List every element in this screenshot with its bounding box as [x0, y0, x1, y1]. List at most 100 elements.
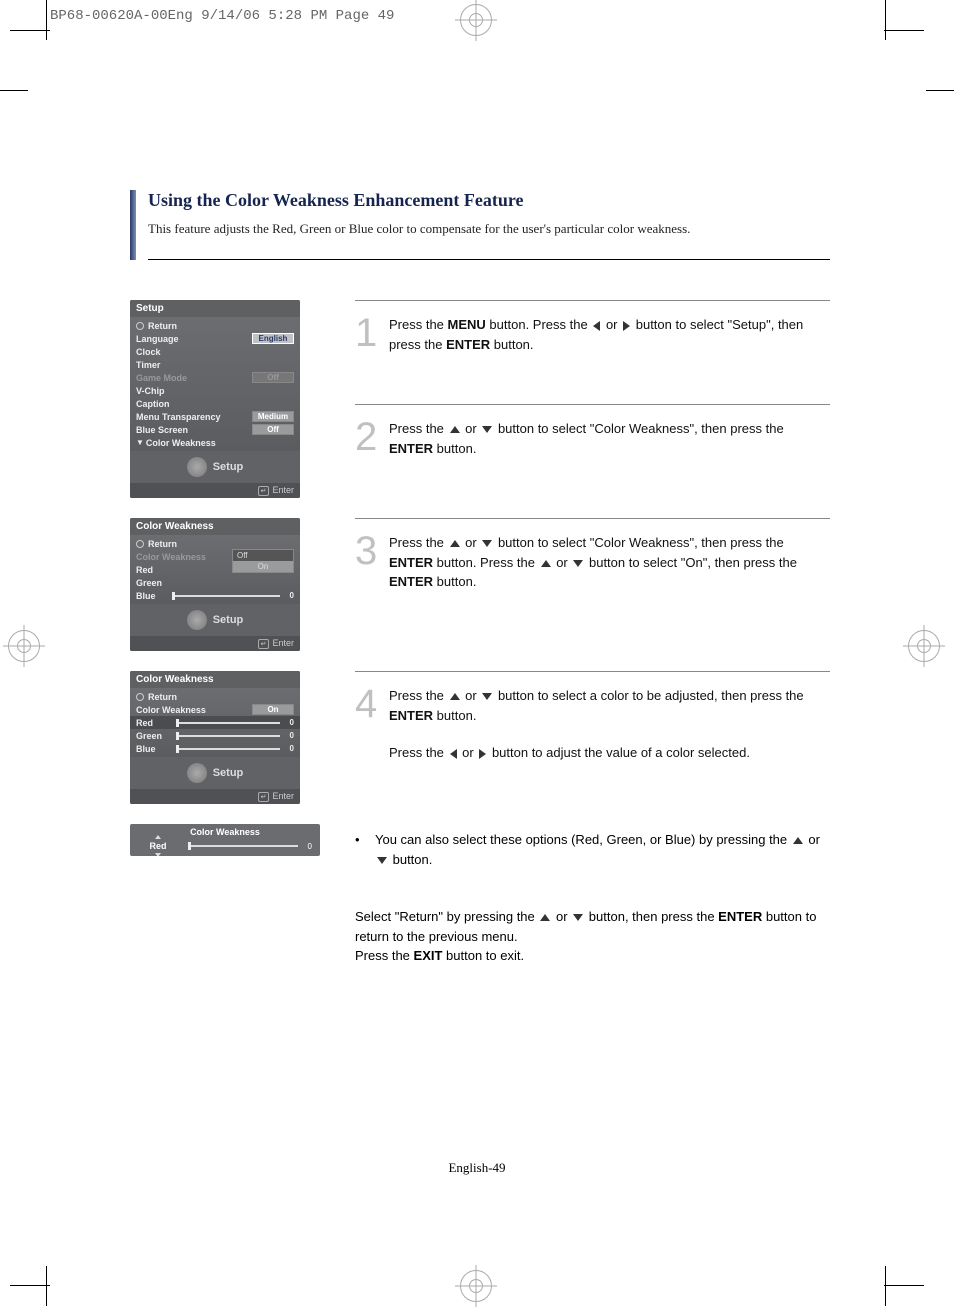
heading-title: Using the Color Weakness Enhancement Fea… — [148, 190, 830, 211]
osd-title: Setup — [130, 300, 300, 317]
down-arrow-icon — [482, 693, 492, 700]
osd-item: Color Weakness — [136, 705, 252, 715]
slider-value: 0 — [302, 842, 312, 851]
step-number: 4 — [355, 686, 389, 763]
slider-value: 0 — [284, 718, 294, 727]
osd-item: Green — [136, 578, 294, 588]
enter-icon: ↵ — [258, 792, 270, 802]
accent-bar — [130, 190, 136, 260]
osd-item: V-Chip — [136, 386, 294, 396]
osd-color-weakness-on-menu: Color Weakness Return Color WeaknessOn R… — [130, 671, 300, 804]
osd-item: Caption — [136, 399, 294, 409]
osd-item: Language — [136, 334, 252, 344]
page-number: English-49 — [0, 1160, 954, 1176]
osd-chip: English — [252, 333, 294, 344]
slider — [176, 722, 280, 724]
down-arrow-icon — [377, 857, 387, 864]
registration-mark — [460, 4, 492, 36]
step-text: Press the or button to select "Color Wea… — [389, 533, 830, 592]
up-arrow-icon — [450, 693, 460, 700]
down-arrow-icon — [482, 426, 492, 433]
down-arrow-icon — [573, 560, 583, 567]
heading-subtitle: This feature adjusts the Red, Green or B… — [148, 221, 830, 237]
up-arrow-icon — [540, 914, 550, 921]
crop-mark — [885, 0, 886, 40]
step-4: Color Weakness Return Color WeaknessOn R… — [130, 671, 830, 804]
slider-value: 0 — [284, 731, 294, 740]
up-arrow-icon — [793, 837, 803, 844]
osd-return: Return — [148, 692, 294, 702]
left-arrow-icon — [593, 321, 600, 331]
step-text: Press the MENU button. Press the or butt… — [389, 315, 830, 354]
osd-item: Green — [136, 731, 170, 741]
step-text: Press the or button to select a color to… — [389, 686, 830, 763]
mini-osd-label: Red — [138, 841, 178, 851]
osd-item: Color Weakness — [146, 438, 294, 448]
osd-setup-menu: Setup Return LanguageEnglish Clock Timer… — [130, 300, 300, 498]
osd-item: Blue — [136, 744, 170, 754]
osd-setup-label: Setup — [213, 767, 244, 779]
osd-item: Blue — [136, 591, 166, 601]
note-row: Color Weakness Red 0 • You can also sele… — [130, 824, 830, 966]
return-icon — [136, 322, 144, 330]
slider-value: 0 — [284, 591, 294, 600]
enter-icon: ↵ — [258, 486, 270, 496]
slider — [172, 595, 280, 597]
registration-mark — [460, 1270, 492, 1302]
return-icon — [136, 540, 144, 548]
slider — [176, 735, 280, 737]
crop-mark — [10, 30, 50, 31]
step-3: Color Weakness Return Color Weakness Red… — [130, 518, 830, 651]
down-arrow-icon — [573, 914, 583, 921]
page-content: Using the Color Weakness Enhancement Fea… — [130, 190, 830, 986]
osd-return: Return — [148, 321, 294, 331]
slider — [176, 748, 280, 750]
crop-mark — [0, 90, 28, 91]
up-arrow-icon — [450, 426, 460, 433]
osd-enter: Enter — [272, 791, 294, 801]
up-arrow-icon — [541, 560, 551, 567]
crop-mark — [884, 1285, 924, 1286]
osd-setup-label: Setup — [213, 614, 244, 626]
crop-mark — [10, 1285, 50, 1286]
osd-item: Menu Transparency — [136, 412, 252, 422]
osd-enter: Enter — [272, 485, 294, 495]
gear-icon — [187, 763, 207, 783]
step-1: Setup Return LanguageEnglish Clock Timer… — [130, 300, 830, 498]
crop-mark — [926, 90, 954, 91]
step-number: 2 — [355, 419, 389, 458]
enter-icon: ↵ — [258, 639, 270, 649]
osd-item: Clock — [136, 347, 294, 357]
osd-item: Blue Screen — [136, 425, 252, 435]
dropdown-option: Off — [233, 550, 293, 561]
crop-mark — [46, 0, 47, 40]
right-arrow-icon — [623, 321, 630, 331]
registration-mark — [8, 630, 40, 662]
print-header: BP68-00620A-00Eng 9/14/06 5:28 PM Page 4… — [50, 8, 394, 24]
closing-text: Select "Return" by pressing the or butto… — [355, 907, 830, 966]
osd-dropdown: Off On — [232, 549, 294, 573]
heading: Using the Color Weakness Enhancement Fea… — [130, 190, 830, 260]
osd-chip: On — [252, 704, 294, 715]
gear-icon — [187, 610, 207, 630]
registration-mark — [908, 630, 940, 662]
osd-enter: Enter — [272, 638, 294, 648]
osd-mini-color-weakness: Color Weakness Red 0 — [130, 824, 320, 856]
crop-mark — [46, 1266, 47, 1306]
gear-icon — [187, 457, 207, 477]
osd-item: Game Mode — [136, 373, 252, 383]
step-number: 1 — [355, 315, 389, 354]
osd-return: Return — [148, 539, 294, 549]
osd-chip: Medium — [252, 411, 294, 422]
step-text: Press the or button to select "Color Wea… — [389, 419, 830, 458]
osd-item: Timer — [136, 360, 294, 370]
osd-title: Color Weakness — [130, 671, 300, 688]
dropdown-option-selected: On — [233, 561, 293, 572]
bullet-icon: • — [355, 830, 375, 869]
osd-color-weakness-menu: Color Weakness Return Color Weakness Red… — [130, 518, 300, 651]
down-arrow-icon — [482, 540, 492, 547]
crop-mark — [885, 1266, 886, 1306]
osd-item: Red — [136, 718, 170, 728]
up-arrow-icon — [450, 540, 460, 547]
step-number: 3 — [355, 533, 389, 592]
